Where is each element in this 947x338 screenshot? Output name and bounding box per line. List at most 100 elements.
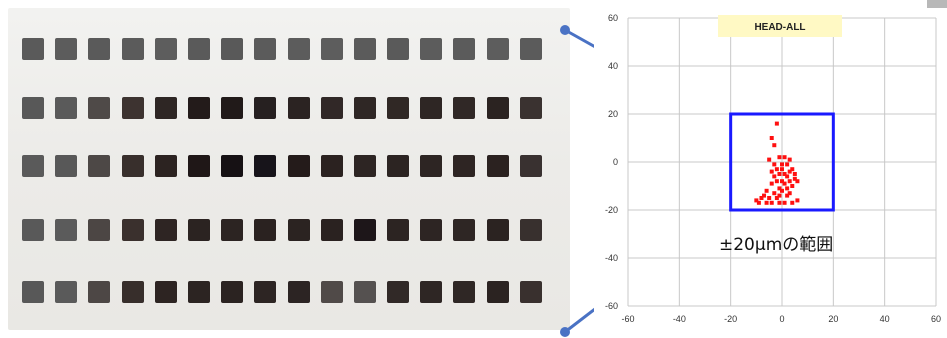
scatter-point bbox=[785, 174, 790, 179]
scatter-point bbox=[777, 193, 782, 198]
ink-pad bbox=[519, 97, 542, 119]
ink-pad bbox=[121, 38, 144, 60]
scatter-point bbox=[769, 181, 774, 186]
ink-pad bbox=[22, 38, 44, 60]
x-tick-label: 40 bbox=[880, 314, 890, 324]
ink-pad bbox=[22, 155, 44, 177]
window-corner-icon bbox=[927, 0, 947, 8]
scatter-point bbox=[762, 193, 767, 198]
scatter-point bbox=[792, 176, 797, 181]
ink-pad bbox=[486, 97, 509, 119]
ink-pad bbox=[387, 155, 410, 177]
ink-pad bbox=[187, 38, 210, 60]
scatter-point bbox=[795, 198, 800, 203]
ink-pad bbox=[254, 38, 277, 60]
ink-pad bbox=[320, 219, 343, 241]
ink-pad bbox=[55, 281, 78, 303]
scatter-point bbox=[785, 193, 790, 198]
pad-row bbox=[22, 97, 542, 119]
pad-row bbox=[22, 281, 542, 303]
y-tick-label: 0 bbox=[613, 157, 618, 167]
ink-pad bbox=[486, 219, 509, 241]
ink-pad bbox=[121, 281, 144, 303]
tolerance-range-box bbox=[729, 112, 835, 212]
ink-pad bbox=[453, 155, 476, 177]
ink-pad bbox=[420, 219, 443, 241]
ink-pad bbox=[287, 155, 310, 177]
ink-pad bbox=[420, 281, 443, 303]
scatter-point bbox=[787, 179, 792, 184]
ink-pad bbox=[22, 219, 44, 241]
ink-pad bbox=[353, 155, 376, 177]
ink-pad bbox=[154, 97, 177, 119]
ink-pad bbox=[88, 281, 111, 303]
ink-pad bbox=[320, 97, 343, 119]
ink-pad bbox=[519, 281, 542, 303]
x-axis-ticks: -60 -40 -20 0 20 40 60 bbox=[621, 314, 941, 324]
ink-pad bbox=[221, 97, 244, 119]
ink-pad bbox=[453, 281, 476, 303]
scatter-point bbox=[777, 186, 782, 191]
scatter-point bbox=[759, 196, 764, 200]
scatter-point bbox=[772, 191, 777, 196]
x-tick-label: 0 bbox=[779, 314, 784, 324]
scatter-point bbox=[769, 200, 774, 205]
scatter-point bbox=[782, 172, 787, 176]
chart-title: HEAD-ALL bbox=[754, 22, 805, 33]
ink-pad bbox=[121, 97, 144, 119]
range-annotation: ±20μmの範囲 bbox=[719, 235, 833, 255]
ink-pad bbox=[88, 97, 111, 119]
x-tick-label: -20 bbox=[724, 314, 737, 324]
ink-pad bbox=[320, 155, 343, 177]
ink-pad bbox=[55, 155, 78, 177]
ink-pad bbox=[486, 155, 509, 177]
scatter-point bbox=[790, 167, 795, 172]
ink-pad bbox=[154, 38, 177, 60]
scatter-points bbox=[754, 121, 800, 205]
ink-pad bbox=[55, 219, 78, 241]
ink-pad bbox=[121, 155, 144, 177]
pad-row bbox=[22, 155, 542, 177]
scatter-point bbox=[769, 169, 774, 174]
ink-pad bbox=[221, 281, 244, 303]
scatter-point bbox=[792, 172, 797, 176]
ink-pad bbox=[254, 155, 277, 177]
scatter-point bbox=[780, 162, 784, 167]
ink-pad bbox=[519, 155, 542, 177]
ink-pad bbox=[221, 219, 244, 241]
scatter-point bbox=[767, 157, 772, 162]
scatter-point bbox=[772, 162, 777, 167]
scatter-point bbox=[774, 196, 779, 200]
ink-pad bbox=[121, 219, 144, 241]
ink-pad bbox=[88, 38, 111, 60]
x-tick-label: -40 bbox=[673, 314, 686, 324]
ink-pad bbox=[353, 219, 376, 241]
scatter-point bbox=[774, 167, 779, 172]
ink-pad bbox=[453, 219, 476, 241]
ink-pad bbox=[287, 281, 310, 303]
scatter-point bbox=[787, 157, 792, 162]
ink-pad bbox=[519, 219, 542, 241]
ink-pad bbox=[353, 281, 376, 303]
y-tick-label: -20 bbox=[605, 205, 618, 215]
scatter-point bbox=[787, 169, 792, 174]
ink-pad bbox=[387, 38, 410, 60]
scatter-point bbox=[769, 136, 774, 140]
scatter-point bbox=[777, 200, 782, 205]
scatter-point bbox=[785, 186, 790, 191]
ink-pad bbox=[55, 97, 78, 119]
scatter-point bbox=[756, 200, 761, 205]
scatter-point bbox=[782, 181, 787, 186]
ink-pad bbox=[287, 219, 310, 241]
ink-pad bbox=[486, 38, 509, 60]
scatter-point bbox=[767, 196, 772, 200]
scatter-point bbox=[754, 198, 759, 203]
scatter-point bbox=[774, 179, 779, 184]
y-tick-label: -40 bbox=[605, 253, 618, 263]
y-tick-label: 20 bbox=[608, 109, 618, 119]
scatter-point bbox=[785, 162, 790, 167]
ink-pad bbox=[187, 281, 210, 303]
scatter-point bbox=[780, 179, 784, 184]
ink-pad bbox=[254, 281, 277, 303]
ink-pad bbox=[453, 38, 476, 60]
